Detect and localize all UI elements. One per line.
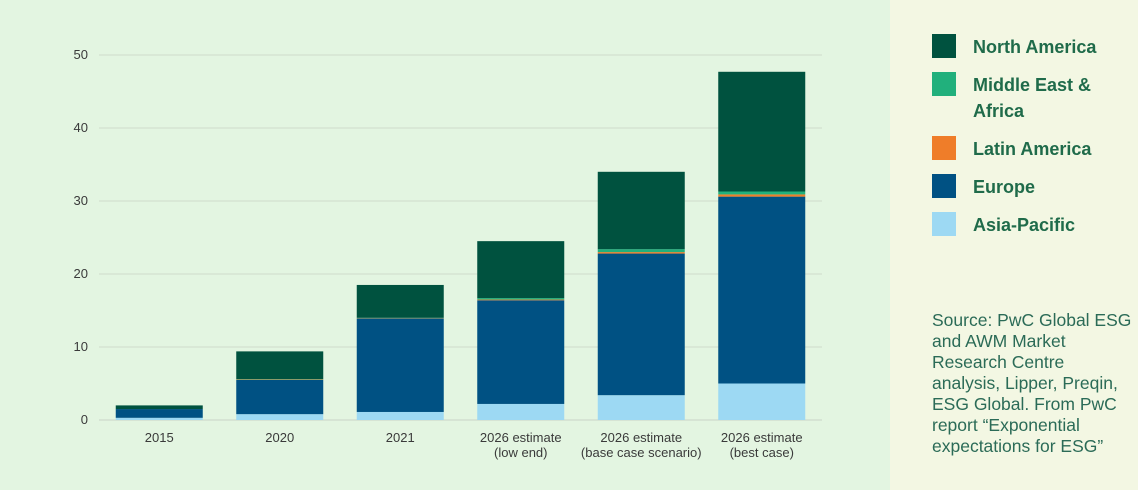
legend-item-europe: Europe bbox=[932, 174, 1132, 200]
y-tick-label: 20 bbox=[74, 266, 88, 281]
bar-segment-latin-america bbox=[477, 299, 565, 301]
x-axis-ticks: 2015 2020 2021 2026 estimate(low end)2026 e… bbox=[145, 430, 803, 460]
legend-swatch bbox=[932, 34, 956, 58]
chart-panel: 0 10 20 30 40 50 2015 2020 2021 2026 estimate (lo… bbox=[0, 0, 890, 490]
bar-segment-latin-america bbox=[718, 194, 806, 197]
x-tick-label: 2026 estimate bbox=[480, 430, 562, 445]
legend-item-middle-east-africa: Middle East & Africa bbox=[932, 72, 1132, 124]
legend-swatch bbox=[932, 72, 956, 96]
bar-segment-asia-pacific bbox=[356, 411, 444, 420]
legend-item-asia-pacific: Asia-Pacific bbox=[932, 212, 1132, 238]
legend-swatch bbox=[932, 212, 956, 236]
bar-segment-europe bbox=[236, 379, 324, 415]
legend-label: North America bbox=[973, 37, 1097, 57]
x-tick-label: 2015 bbox=[145, 430, 174, 445]
bar-segment-europe bbox=[115, 409, 203, 418]
bar-segment-middle-east-africa bbox=[477, 298, 565, 300]
y-tick-label: 30 bbox=[74, 193, 88, 208]
bar-segment-north-america bbox=[597, 171, 685, 250]
bar-segment-north-america bbox=[115, 405, 203, 410]
bar-segment-europe bbox=[718, 196, 806, 384]
legend-item-latin-america: Latin America bbox=[932, 136, 1132, 162]
legend-item-north-america: North America bbox=[932, 34, 1132, 60]
bar-segment-europe bbox=[356, 318, 444, 412]
legend-label: Asia-Pacific bbox=[973, 215, 1076, 235]
x-tick-label: 2021 bbox=[386, 430, 415, 445]
y-tick-label: 10 bbox=[74, 339, 88, 354]
bar-segment-north-america bbox=[718, 71, 806, 192]
legend-swatch bbox=[932, 136, 956, 160]
x-tick-label: 2026 estimate bbox=[600, 430, 682, 445]
bar-segment-asia-pacific bbox=[236, 414, 324, 420]
bar-segment-asia-pacific bbox=[718, 383, 806, 420]
bar-segment-middle-east-africa bbox=[718, 191, 806, 195]
bar-segment-europe bbox=[597, 253, 685, 396]
bar-segment-north-america bbox=[477, 241, 565, 299]
legend-label: Europe bbox=[973, 177, 1036, 197]
legend: North America Middle East & Africa Latin… bbox=[932, 34, 1132, 250]
bar-segment-north-america bbox=[356, 284, 444, 318]
y-tick-label: 50 bbox=[74, 47, 88, 62]
bar-segment-latin-america bbox=[597, 252, 685, 254]
x-tick-label: 2026 estimate bbox=[721, 430, 803, 445]
bars bbox=[115, 71, 806, 420]
y-axis-ticks: 0 10 20 30 40 50 bbox=[74, 47, 88, 427]
x-tick-label: (best case) bbox=[730, 445, 794, 460]
x-tick-label: 2020 bbox=[265, 430, 294, 445]
y-tick-label: 0 bbox=[81, 412, 88, 427]
legend-label: Latin America bbox=[973, 139, 1092, 159]
x-tick-label: (low end) bbox=[494, 445, 547, 460]
legend-label: Middle East & Africa bbox=[973, 75, 1092, 121]
x-tick-label: (base case scenario) bbox=[581, 445, 702, 460]
bar-segment-europe bbox=[477, 300, 565, 404]
gridlines bbox=[99, 54, 822, 421]
bar-segment-asia-pacific bbox=[597, 395, 685, 420]
legend-swatch bbox=[932, 174, 956, 198]
bar-segment-asia-pacific bbox=[115, 417, 203, 420]
bar-segment-north-america bbox=[236, 351, 324, 380]
bar-segment-middle-east-africa bbox=[597, 249, 685, 253]
source-note: Source: PwC Global ESG and AWM Market Re… bbox=[932, 310, 1132, 456]
bar-segment-asia-pacific bbox=[477, 403, 565, 420]
y-tick-label: 40 bbox=[74, 120, 88, 135]
